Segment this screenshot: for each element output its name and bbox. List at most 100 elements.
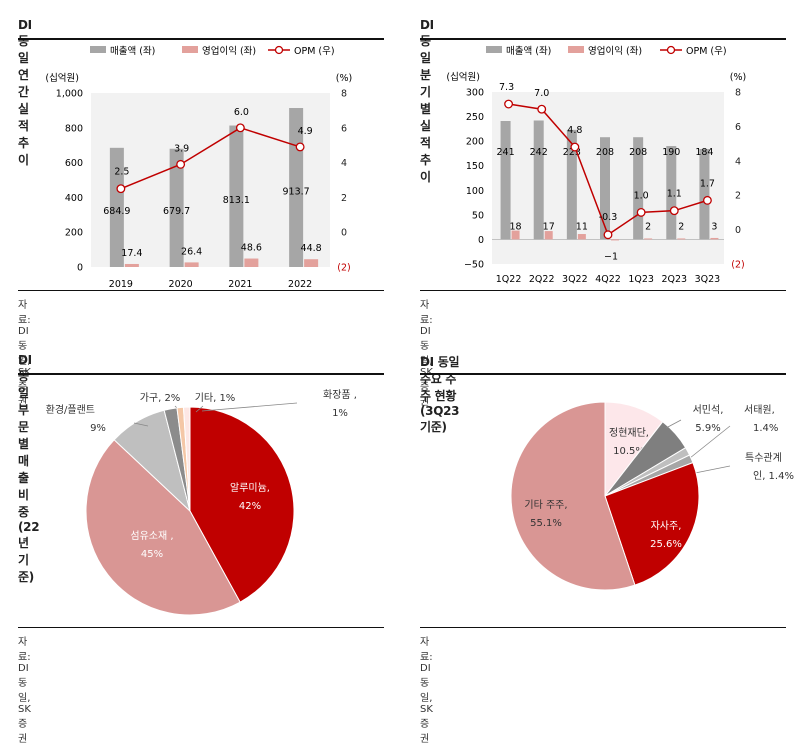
opm-data-label: -0.3: [599, 212, 618, 223]
pie-slice: [604, 461, 700, 586]
slice-percent-label: 5.9%: [695, 423, 720, 434]
sales-data-label: 913.7: [283, 187, 310, 198]
op-profit-bar: [304, 259, 319, 267]
x-tick-label: 2021: [228, 279, 252, 290]
sales-bar: [566, 129, 577, 240]
sales-data-label: 241: [497, 147, 515, 158]
x-tick-label: 1Q22: [496, 274, 522, 285]
annual-title-rule: [18, 38, 384, 40]
op-profit-bar: [611, 239, 619, 241]
quarterly-title-rule: [420, 38, 786, 40]
annual-chart: 매출액 (좌) 영업이익 (좌) OPM (우) (십억원) (%) 0 200 400 600…: [45, 45, 352, 290]
sales-data-label: 679.7: [163, 206, 190, 217]
x-tick-label: 3Q23: [695, 274, 721, 285]
opm-marker: [116, 184, 126, 194]
slice-label: 섬유소재 ,: [130, 530, 173, 542]
shareholder-source: 자료: DI 동일, SK 증권: [420, 637, 433, 745]
pie-slice: [85, 439, 241, 616]
quarterly-chart: 매출액 (좌) 영업이익 (좌) OPM (우) (십억원) (%) −50 0 50 100 1…: [446, 45, 746, 285]
pie-slice: [182, 406, 191, 512]
op-data-label: −1: [604, 251, 618, 262]
opm-data-label: 1.1: [667, 189, 682, 200]
x-tick-label: 3Q22: [562, 274, 588, 285]
sales-data-label: 208: [629, 147, 647, 158]
legend-op-label: 영업이익 (좌): [588, 45, 642, 57]
right-tick-label: 4: [735, 156, 741, 167]
left-tick-label: 150: [466, 161, 484, 172]
legend-opm-label: OPM (우): [294, 46, 335, 57]
x-tick-label: 4Q22: [595, 274, 621, 285]
sales-bar: [666, 146, 677, 240]
op-profit-bar: [544, 231, 553, 240]
slice-label: 정현재단,: [609, 427, 649, 439]
x-tick-label: 2Q23: [661, 274, 687, 285]
leader-line: [665, 419, 682, 429]
leader-line: [689, 425, 731, 459]
sales-data-label: 813.1: [223, 195, 250, 206]
opm-marker: [603, 230, 613, 240]
op-profit-bar: [124, 263, 139, 267]
segment-bottom-rule: [18, 627, 384, 628]
pie-slice: [189, 406, 295, 603]
opm-data-label: 4.8: [567, 125, 582, 136]
leader-line: [201, 402, 298, 412]
right-tick-label: 8: [735, 88, 741, 99]
left-tick-label: 50: [472, 210, 484, 221]
op-profit-bar: [710, 237, 719, 240]
leader-line: [195, 405, 204, 413]
left-tick-label: 1,000: [56, 89, 83, 100]
legend-opm-label: OPM (우): [686, 46, 727, 57]
sales-data-label: 208: [596, 147, 614, 158]
opm-data-label: 1.7: [700, 178, 715, 189]
slice-percent-label: 10.5%: [613, 446, 645, 457]
slice-label: 서민석,: [693, 404, 724, 416]
segment-source: 자료: DI 동일, SK 증권: [18, 637, 31, 745]
op-data-label: 3: [711, 221, 717, 232]
op-data-label: 2: [678, 221, 684, 232]
op-data-label: 44.8: [301, 243, 322, 254]
slice-label: 알루미늄,: [230, 482, 270, 494]
left-tick-label: 200: [65, 228, 83, 239]
legend-sales-swatch: [90, 46, 106, 53]
opm-data-label: 2.5: [114, 167, 129, 178]
opm-marker: [537, 104, 547, 114]
pie-slice: [510, 401, 636, 591]
opm-data-label: 7.0: [534, 88, 549, 99]
opm-marker: [570, 142, 580, 152]
op-data-label: 11: [576, 221, 588, 232]
right-tick-label: 2: [341, 193, 347, 204]
slice-label: 특수관계: [745, 452, 782, 464]
slice-percent-label: 42%: [239, 501, 261, 512]
right-tick-label: (2): [337, 263, 350, 274]
legend-opm-marker: [666, 45, 676, 55]
right-tick-label: (2): [731, 260, 744, 271]
legend-sales-label: 매출액 (좌): [506, 45, 551, 57]
slice-label: 기타 주주,: [524, 499, 567, 511]
opm-data-label: 3.9: [174, 143, 189, 154]
opm-marker: [702, 195, 712, 205]
slice-percent-label: 45%: [141, 549, 163, 560]
op-data-label: 2: [645, 221, 651, 232]
left-tick-label: 600: [65, 158, 83, 169]
slice-label: 서태원,: [744, 404, 775, 416]
sales-data-label: 684.9: [103, 206, 130, 217]
left-tick-label: 250: [466, 112, 484, 123]
right-axis-unit: (%): [336, 73, 352, 84]
op-data-label: 18: [510, 221, 522, 232]
sales-bar: [229, 125, 244, 267]
left-tick-label: 400: [65, 193, 83, 204]
annual-bottom-rule: [18, 290, 384, 291]
opm-marker: [504, 99, 514, 109]
segment-pie-chart: 알루미늄, 42% 섬유소재 , 45% 환경/플랜트 9% 가구, 2% 기타, 1% 화장품…: [46, 389, 357, 616]
right-tick-label: 4: [341, 158, 347, 169]
opm-marker: [669, 206, 679, 216]
slice-label: 기타, 1%: [195, 392, 236, 404]
right-axis-unit: (%): [730, 72, 746, 83]
right-tick-label: 2: [735, 191, 741, 202]
slice-label: 환경/플랜트: [46, 403, 95, 416]
left-tick-label: 0: [77, 263, 83, 274]
sales-bar: [533, 120, 544, 240]
legend-sales-label: 매출액 (좌): [110, 45, 155, 57]
op-data-label: 17.4: [121, 248, 142, 259]
